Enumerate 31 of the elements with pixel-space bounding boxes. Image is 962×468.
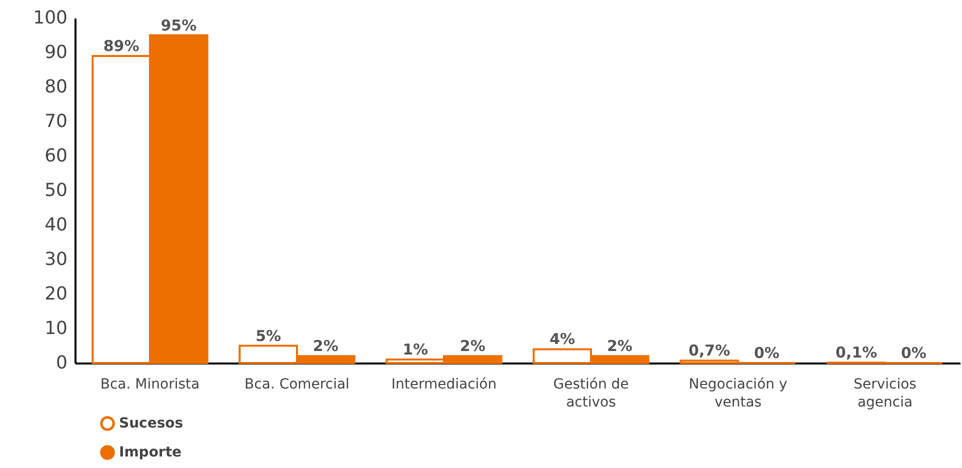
y-tick-label: 80 [44,76,68,98]
data-label: 2% [312,337,338,356]
x-tick-label: Bca. Comercial [244,376,350,392]
y-tick-label: 30 [44,249,68,270]
y-tick-label: 50 [44,180,68,201]
x-tick-label: Negociación y ventas [688,376,788,410]
x-tick-label: Intermediación [391,376,497,392]
y-tick-label: 0 [56,352,68,374]
x-tick-label: Bca. Minorista [100,376,200,392]
y-tick-label: 10 [44,318,68,339]
y-tick-label: 100 [33,8,68,28]
data-label: 1% [402,340,428,359]
y-tick-label: 60 [44,146,68,166]
data-label: 0,1% [836,344,878,362]
legend-label: Sucesos [119,416,184,432]
y-tick-label: 40 [44,214,68,236]
data-label: 0,7% [688,342,730,360]
data-label: 5% [256,326,282,345]
legend-label: Importe [119,444,182,460]
y-tick-label: 20 [44,284,68,304]
data-label: 2% [460,337,486,356]
y-tick-label: 90 [44,42,68,63]
data-label: 2% [606,337,632,356]
y-tick-label: 70 [44,111,68,132]
data-label: 4% [550,330,576,348]
data-label: 0% [900,344,926,362]
data-label: 89% [103,36,140,55]
data-label: 95% [160,16,197,34]
data-label: 0% [754,344,780,362]
x-tick-label: Gestión de activos [553,376,629,410]
x-tick-label: Servicios agencia [854,376,916,410]
